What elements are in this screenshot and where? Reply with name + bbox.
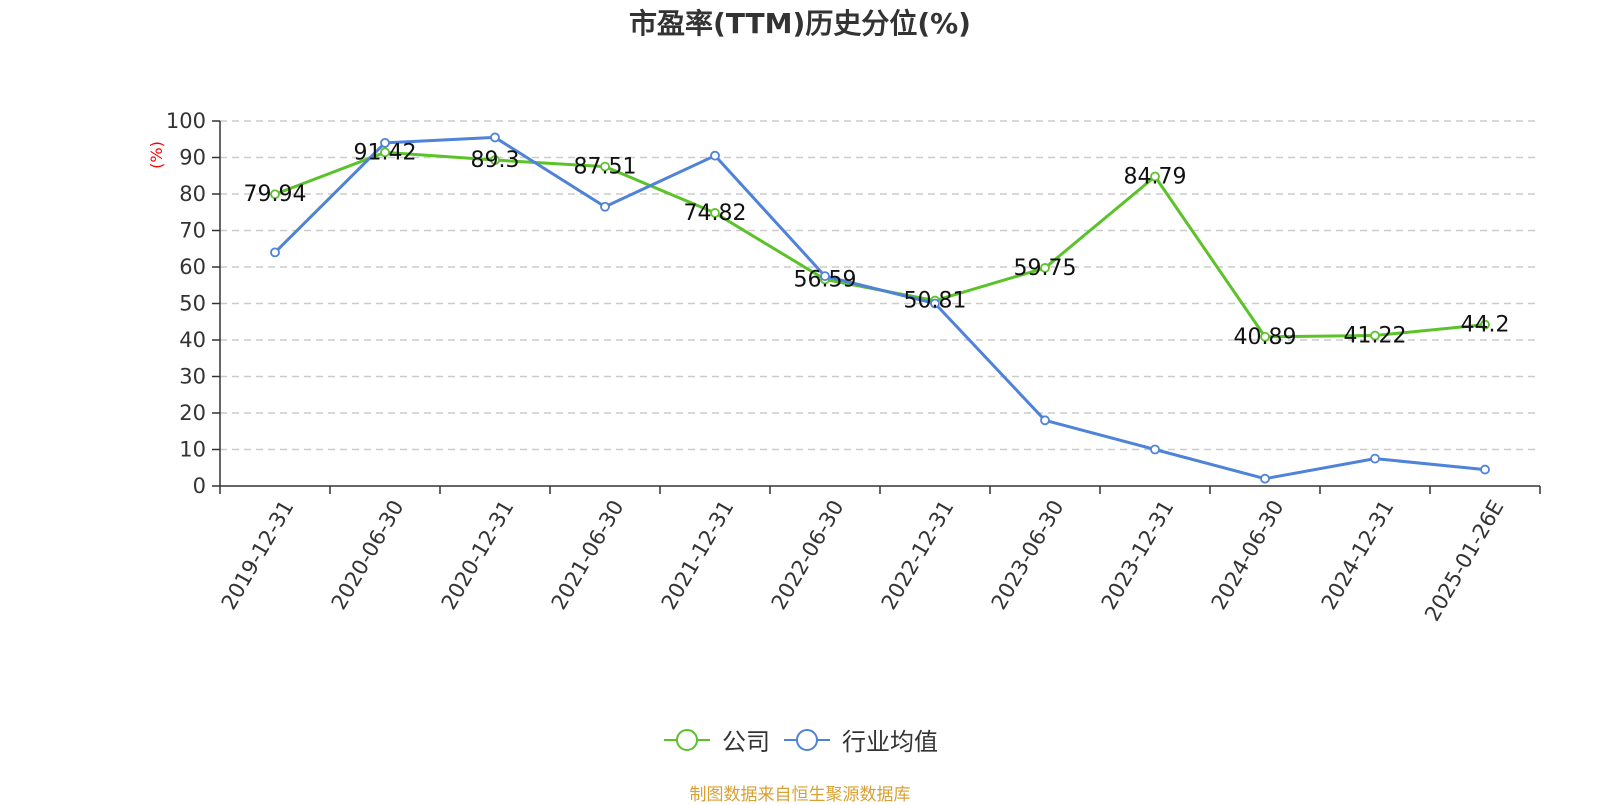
chart-title: 市盈率(TTM)历史分位(%): [629, 7, 971, 40]
data-label: 79.94: [244, 182, 307, 207]
x-tick-label: 2023-06-30: [987, 496, 1069, 614]
legend-marker-icon: [664, 728, 710, 751]
data-point[interactable]: [1480, 319, 1490, 330]
data-point[interactable]: [1260, 473, 1270, 484]
data-label: 50.81: [904, 289, 967, 314]
x-tick-label: 2021-06-30: [547, 496, 629, 614]
legend-label: 公司: [722, 728, 770, 756]
data-point[interactable]: [1260, 331, 1270, 342]
x-tick-label: 2019-12-31: [217, 496, 299, 614]
data-labels: 79.94 91.42 89.3 87.51 74.82 56.59 50.81 59.75 8…: [244, 140, 1510, 349]
data-point[interactable]: [820, 271, 830, 282]
data-point[interactable]: [380, 147, 390, 158]
data-point[interactable]: [490, 155, 500, 165]
y-tick-label: 60: [179, 255, 206, 279]
y-axis-label: (%): [147, 141, 166, 169]
y-tick-label: 40: [179, 328, 206, 352]
y-tick-label: 90: [179, 146, 206, 170]
x-tick-label: 2020-12-31: [437, 496, 519, 614]
x-tick-label: 2022-12-31: [877, 496, 959, 614]
legend-marker-icon: [784, 728, 830, 751]
data-label: 74.82: [684, 201, 747, 226]
data-point[interactable]: [1480, 464, 1490, 475]
data-label: 91.42: [354, 140, 417, 165]
data-label: 87.51: [574, 155, 637, 180]
data-point[interactable]: [1150, 444, 1160, 455]
y-tick-label: 70: [179, 219, 206, 243]
x-tick-label: 2024-12-31: [1317, 496, 1399, 614]
y-tick-label: 10: [179, 438, 206, 462]
axes: 0 10 20 30 40 50 60 70 80 90 100(%) 2019-12-31 2020-…: [147, 109, 1541, 625]
series-line: [274, 150, 1486, 339]
data-label: 84.79: [1124, 165, 1187, 190]
data-point[interactable]: [380, 137, 390, 148]
data-point[interactable]: [600, 201, 610, 212]
data-point[interactable]: [600, 161, 610, 172]
data-point[interactable]: [930, 298, 940, 309]
y-tick-label: 100: [166, 109, 206, 133]
legend-item[interactable]: 公司: [662, 722, 770, 757]
data-point[interactable]: [1040, 263, 1050, 273]
series-line: [273, 135, 1486, 481]
x-tick-label: 2021-12-31: [657, 496, 739, 614]
y-tick-label: 80: [179, 182, 206, 206]
legend-item[interactable]: 行业均值: [782, 722, 938, 757]
data-point[interactable]: [710, 208, 720, 218]
x-tick-label: 2023-12-31: [1097, 496, 1179, 614]
grid-lines: [220, 120, 1540, 451]
y-tick-label: 50: [179, 292, 206, 316]
data-label: 40.89: [1234, 325, 1297, 350]
source-note: 制图数据来自恒生聚源数据库: [689, 785, 911, 805]
y-tick-label: 0: [193, 474, 206, 498]
y-tick-label: 20: [179, 401, 206, 425]
x-tick-label: 2022-06-30: [767, 496, 849, 614]
data-point[interactable]: [1150, 171, 1160, 182]
data-point[interactable]: [270, 247, 280, 258]
legend-label: 行业均值: [842, 728, 938, 756]
data-label: 56.59: [794, 267, 857, 292]
x-tick-label: 2025-01-26E: [1420, 496, 1508, 625]
data-point[interactable]: [1040, 415, 1050, 426]
data-point[interactable]: [1370, 453, 1380, 464]
legend: 公司 行业均值: [0, 722, 1600, 757]
data-label: 59.75: [1014, 256, 1077, 281]
data-point[interactable]: [1370, 330, 1380, 341]
data-point[interactable]: [490, 132, 500, 143]
x-tick-label: 2024-06-30: [1207, 496, 1289, 614]
x-tick-label: 2020-06-30: [327, 496, 409, 614]
data-label: 89.3: [471, 148, 520, 173]
y-tick-label: 30: [179, 365, 206, 389]
data-label: 41.22: [1344, 324, 1407, 349]
data-label: 44.2: [1461, 313, 1510, 338]
data-point[interactable]: [710, 150, 720, 161]
data-point[interactable]: [270, 189, 280, 200]
series-lines: [270, 132, 1490, 484]
